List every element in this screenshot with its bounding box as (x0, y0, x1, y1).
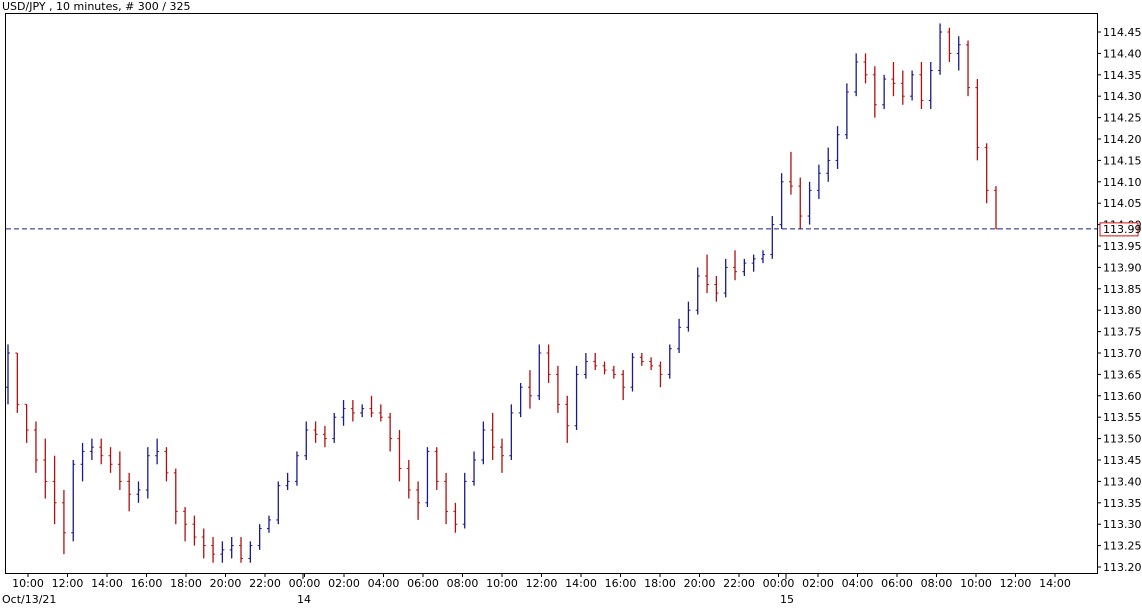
y-tick-label: 113.45 (1103, 454, 1142, 467)
x-tick-label: 08:00 (447, 577, 479, 590)
y-tick-label: 113.50 (1103, 433, 1142, 446)
x-tick-label: 20:00 (210, 577, 242, 590)
y-tick-label: 114.15 (1103, 154, 1142, 167)
y-tick-label: 113.65 (1103, 368, 1142, 381)
x-tick-label: 18:00 (170, 577, 202, 590)
x-tick-label: 16:00 (605, 577, 637, 590)
x-tick-label: 18:00 (644, 577, 676, 590)
x-tick-label: 00:00 (289, 577, 321, 590)
y-tick-label: 113.30 (1103, 518, 1142, 531)
x-tick-label: 06:00 (407, 577, 439, 590)
x-tick-label: 12:00 (52, 577, 84, 590)
y-tick-label: 113.35 (1103, 497, 1142, 510)
y-tick-label: 114.45 (1103, 26, 1142, 39)
y-tick-label: 113.85 (1103, 283, 1142, 296)
x-tick-label: 16:00 (131, 577, 163, 590)
chart-title: USD/JPY , 10 minutes, # 300 / 325 (2, 0, 190, 13)
x-tick-label: 12:00 (1000, 577, 1032, 590)
x-tick-label: 14:00 (1039, 577, 1071, 590)
x-tick-label: 22:00 (249, 577, 281, 590)
x-tick-label: 14:00 (91, 577, 123, 590)
ohlc-bars (6, 23, 998, 563)
x-date-label: Oct/13/21 (2, 593, 56, 606)
y-axis: 114.45 114.40 114.35 114.30 114.25 114.20 114.… (1097, 26, 1142, 574)
x-tick-label: 22:00 (723, 577, 755, 590)
y-tick-label: 113.60 (1103, 390, 1142, 403)
y-tick-label: 114.25 (1103, 112, 1142, 125)
y-tick-label: 113.75 (1103, 326, 1142, 339)
y-tick-label: 113.80 (1103, 304, 1142, 317)
x-tick-label: 04:00 (368, 577, 400, 590)
y-tick-label: 114.10 (1103, 176, 1142, 189)
x-tick-label: 14:00 (565, 577, 597, 590)
y-tick-label: 113.25 (1103, 540, 1142, 553)
y-tick-label: 113.90 (1103, 261, 1142, 274)
x-tick-label: 02:00 (802, 577, 834, 590)
x-tick-label: 02:00 (328, 577, 360, 590)
y-tick-label: 113.55 (1103, 411, 1142, 424)
x-tick-label: 10:00 (12, 577, 44, 590)
x-tick-label: 08:00 (921, 577, 953, 590)
y-tick-label: 113.20 (1103, 561, 1142, 574)
x-tick-label: 04:00 (842, 577, 874, 590)
x-tick-label: 00:00 (763, 577, 795, 590)
x-date-label: 15 (780, 593, 794, 606)
y-tick-label: 114.20 (1103, 133, 1142, 146)
y-tick-label: 114.35 (1103, 69, 1142, 82)
x-axis: 10:00 12:00 14:00 16:00 18:00 20:00 22:00 00:00… (2, 573, 1071, 606)
x-date-label: 14 (297, 593, 311, 606)
last-price-label: 113.99 (1103, 223, 1142, 236)
x-tick-label: 12:00 (526, 577, 558, 590)
x-tick-label: 10:00 (486, 577, 518, 590)
plot-area (5, 13, 1098, 574)
y-tick-label: 113.95 (1103, 240, 1142, 253)
last-price-box (1099, 222, 1139, 237)
y-tick-label: 113.40 (1103, 475, 1142, 488)
x-tick-label: 10:00 (960, 577, 992, 590)
y-tick-label: 114.40 (1103, 47, 1142, 60)
x-tick-label: 20:00 (684, 577, 716, 590)
x-tick-label: 06:00 (881, 577, 913, 590)
y-tick-label: 114.30 (1103, 90, 1142, 103)
y-tick-label: 114.05 (1103, 197, 1142, 210)
y-tick-label: 113.70 (1103, 347, 1142, 360)
